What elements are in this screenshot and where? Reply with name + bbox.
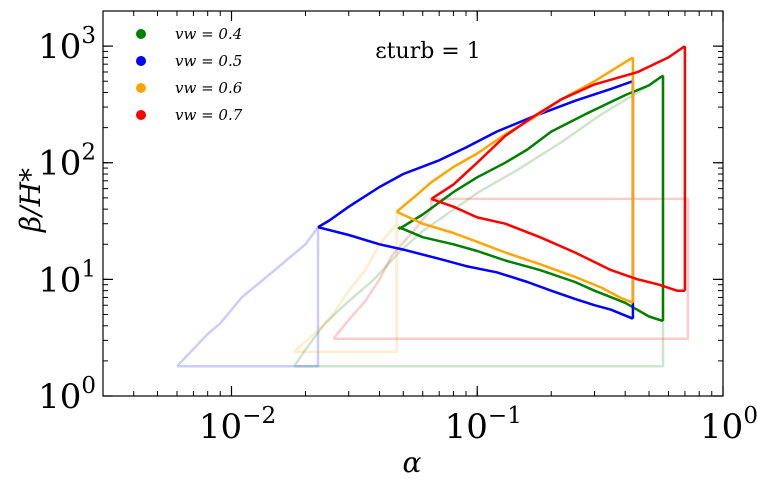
y-axis-label: β/H* bbox=[14, 168, 47, 233]
legend-label: vw = 0.6 bbox=[175, 79, 243, 97]
y-tick-label: 103 bbox=[38, 23, 96, 67]
series-1-upper bbox=[317, 80, 634, 229]
legend-label: vw = 0.5 bbox=[175, 52, 242, 70]
legend-marker bbox=[136, 29, 146, 39]
chart-legend: vw = 0.4 vw = 0.5 vw = 0.6 vw = 0.7 bbox=[136, 25, 243, 124]
series-3-upper bbox=[430, 45, 686, 200]
chart-lines bbox=[317, 45, 687, 323]
y-tick-label: 101 bbox=[38, 256, 96, 300]
faint-region-1 bbox=[176, 225, 320, 368]
series-3-lower bbox=[430, 197, 685, 292]
legend-label: vw = 0.7 bbox=[175, 106, 243, 124]
x-tick-label: 10−1 bbox=[445, 403, 522, 447]
legend-marker bbox=[136, 110, 146, 120]
y-tick-label: 102 bbox=[38, 140, 96, 184]
series-2-upper bbox=[395, 56, 634, 213]
faint-region-0 bbox=[293, 74, 665, 368]
plot-frame bbox=[102, 10, 724, 397]
x-axis-label: α bbox=[403, 446, 422, 479]
faint-region-3 bbox=[332, 197, 690, 340]
series-1-lower bbox=[317, 225, 634, 320]
x-tick-label: 100 bbox=[700, 403, 757, 447]
legend-label: vw = 0.4 bbox=[175, 25, 242, 43]
legend-marker bbox=[136, 83, 146, 93]
faint-region-2 bbox=[293, 210, 398, 353]
series-2-lower bbox=[396, 210, 634, 304]
chart-regions bbox=[176, 74, 690, 368]
legend-marker bbox=[136, 56, 146, 66]
y-tick-label: 100 bbox=[38, 373, 96, 417]
chart-axes: 10−2 10−1 100 100 101 102 103 bbox=[38, 10, 757, 447]
chart-annotation: εturb = 1 bbox=[375, 39, 480, 64]
series-0-upper bbox=[398, 74, 664, 231]
x-tick-label: 10−2 bbox=[199, 403, 276, 447]
